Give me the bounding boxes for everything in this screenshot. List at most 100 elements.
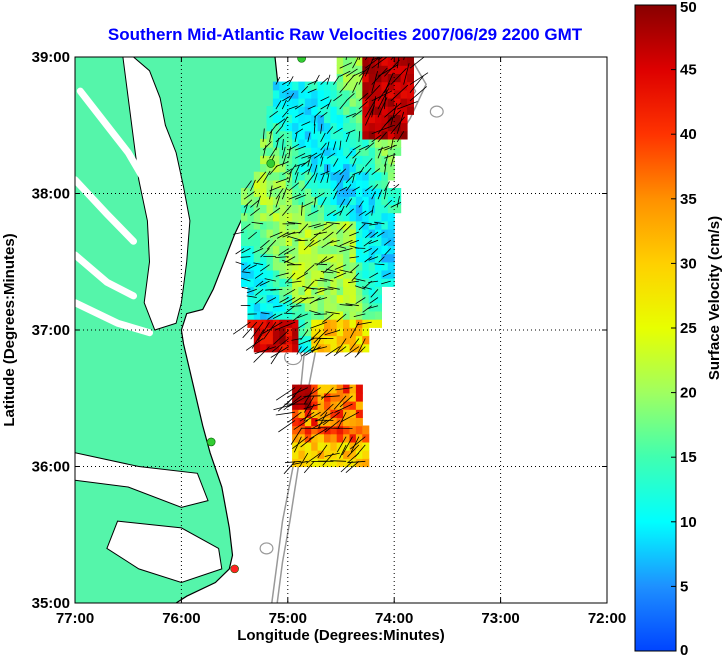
velocity-cell <box>279 81 287 91</box>
velocity-vector <box>336 436 347 453</box>
velocity-cell <box>241 253 248 263</box>
velocity-vector <box>287 221 302 225</box>
velocity-cell <box>272 310 280 320</box>
velocity-vector <box>371 67 388 85</box>
velocity-vector <box>340 411 360 423</box>
velocity-vector <box>409 72 429 85</box>
velocity-cell <box>304 122 312 132</box>
velocity-cell <box>272 114 280 124</box>
velocity-cell <box>349 327 357 337</box>
velocity-vector <box>326 152 336 159</box>
velocity-cell <box>330 417 338 427</box>
velocity-cell <box>368 188 376 197</box>
velocity-cell <box>349 253 357 263</box>
velocity-cell <box>355 441 363 451</box>
velocity-cell <box>317 310 325 320</box>
velocity-cell <box>330 269 338 279</box>
velocity-cell <box>324 147 331 156</box>
velocity-cell <box>336 261 344 271</box>
velocity-cell <box>298 278 306 287</box>
velocity-vector <box>270 346 283 365</box>
velocity-vector <box>396 130 405 143</box>
velocity-cell <box>317 130 325 140</box>
velocity-cell <box>343 401 351 410</box>
velocity-cell <box>285 269 293 279</box>
velocity-cell <box>311 138 319 148</box>
velocity-vector <box>304 280 315 292</box>
velocity-cell <box>266 319 274 328</box>
velocity-vector <box>275 161 289 167</box>
velocity-cell <box>368 81 376 91</box>
x-tick-label: 75:00 <box>269 610 307 627</box>
velocity-cell <box>375 65 382 74</box>
velocity-vector <box>269 165 278 175</box>
velocity-cell <box>375 97 382 107</box>
velocity-cell <box>362 155 370 165</box>
velocity-vector <box>371 96 376 118</box>
velocity-vector <box>313 111 322 118</box>
velocity-cell <box>343 196 351 205</box>
velocity-vector <box>311 338 321 353</box>
velocity-vector <box>275 256 289 258</box>
velocity-cell <box>266 188 274 197</box>
velocity-cell <box>298 188 306 197</box>
y-axis-ticks: 35:00 36:00 37:00 38:00 39:00 <box>32 49 607 612</box>
velocity-cell <box>368 278 376 287</box>
velocity-cell <box>368 310 376 320</box>
velocity-cell <box>400 130 408 140</box>
velocity-cell <box>266 261 274 271</box>
velocity-cell <box>253 196 261 205</box>
velocity-vector <box>384 87 387 110</box>
velocity-cell <box>330 392 338 402</box>
velocity-cell <box>285 188 293 197</box>
velocity-cell <box>285 220 293 230</box>
velocity-vector <box>326 172 330 183</box>
velocity-vector <box>242 264 251 271</box>
velocity-cell <box>336 392 344 402</box>
velocity-vector <box>281 138 284 151</box>
velocity-vector <box>339 304 353 307</box>
velocity-cell <box>375 163 382 173</box>
velocity-cell <box>266 171 274 181</box>
velocity-vector <box>384 163 387 175</box>
velocity-cell <box>381 155 389 165</box>
velocity-vector <box>358 131 361 142</box>
velocity-cell <box>375 294 382 304</box>
velocity-cell <box>292 106 300 115</box>
velocity-vector <box>354 285 366 290</box>
velocity-vector <box>260 312 270 315</box>
velocity-cell <box>317 220 325 230</box>
velocity-cell <box>260 204 268 214</box>
velocity-cell <box>381 73 389 83</box>
velocity-vector <box>322 231 334 241</box>
velocity-vector <box>325 268 340 274</box>
velocity-cell <box>387 269 395 279</box>
velocity-cell <box>324 130 331 140</box>
velocity-vector <box>265 288 276 291</box>
velocity-cell <box>330 97 338 107</box>
velocity-vector <box>349 264 360 273</box>
velocity-cell <box>266 343 274 353</box>
velocity-cell <box>260 179 268 189</box>
velocity-cell <box>260 220 268 230</box>
velocity-cell <box>336 458 344 468</box>
velocity-vector <box>374 263 385 266</box>
velocity-vector <box>367 305 379 310</box>
velocity-vector <box>274 321 296 331</box>
velocity-vector <box>315 411 334 422</box>
velocity-cell <box>272 97 280 107</box>
velocity-vector <box>364 256 372 263</box>
velocity-cell <box>330 163 338 173</box>
velocity-cell <box>381 57 389 66</box>
velocity-cell <box>311 179 319 189</box>
velocity-cell <box>311 294 319 304</box>
velocity-cell <box>330 302 338 312</box>
velocity-cell <box>311 89 319 99</box>
velocity-cell <box>343 188 351 197</box>
velocity-vector <box>310 321 328 329</box>
velocity-cell <box>292 343 300 353</box>
velocity-vector <box>390 202 402 208</box>
velocity-cell <box>311 97 319 107</box>
velocity-cell <box>336 196 344 205</box>
velocity-cell <box>279 302 287 312</box>
